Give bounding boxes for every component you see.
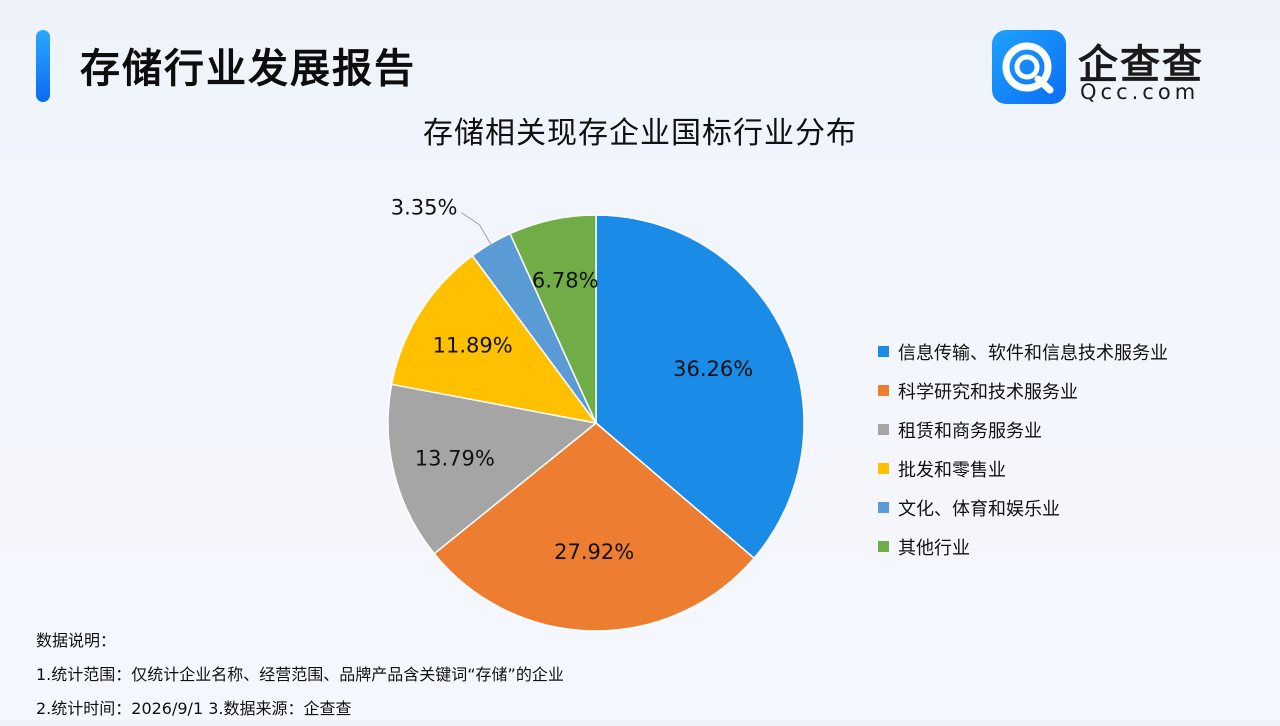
logo-text-en: Qcc.com xyxy=(1080,80,1200,104)
pie-slice-5 xyxy=(509,214,597,424)
legend-label-2: 租赁和商务服务业 xyxy=(898,420,1042,442)
legend-label-4: 文化、体育和娱乐业 xyxy=(898,498,1060,520)
legend-label-3: 批发和零售业 xyxy=(898,459,1006,481)
pie-slice-2 xyxy=(387,383,598,555)
slice-label-4: 3.35% xyxy=(391,196,458,220)
slice-label-0: 36.26% xyxy=(673,357,753,381)
slice-label-2: 13.79% xyxy=(415,446,495,470)
legend-swatch-2 xyxy=(878,424,889,435)
legend-swatch-5 xyxy=(878,541,889,552)
legend-label-5: 其他行业 xyxy=(898,537,970,559)
legend-swatch-3 xyxy=(878,463,889,474)
chart-legend: 信息传输、软件和信息技术服务业 科学研究和技术服务业 租赁和商务服务业 批发和零售业文… xyxy=(878,332,1168,566)
legend-item-0: 信息传输、软件和信息技术服务业 xyxy=(878,332,1168,371)
legend-item-4: 文化、体育和娱乐业 xyxy=(878,488,1168,527)
legend-label-1: 科学研究和技术服务业 xyxy=(898,381,1078,403)
legend-item-3: 批发和零售业 xyxy=(878,449,1168,488)
slice-label-3: 11.89% xyxy=(433,334,513,358)
notes-heading: 数据说明： xyxy=(36,631,117,650)
pie-slice-0 xyxy=(595,214,805,560)
legend-item-1: 科学研究和技术服务业 xyxy=(878,371,1168,410)
pie-slice-1 xyxy=(433,422,756,632)
notes-line-2: 2.统计时间：2026/9/1 3.数据来源：企查查 xyxy=(36,699,352,718)
qcc-logo: 企查查 Qcc.com xyxy=(992,30,1242,106)
notes-line-1: 1.统计范围：仅统计企业名称、经营范围、品牌产品含关键词“存储”的企业 xyxy=(36,665,564,684)
title-accent-bar xyxy=(36,30,50,102)
chart-title: 存储相关现存企业国标行业分布 xyxy=(423,116,857,151)
legend-swatch-0 xyxy=(878,346,889,357)
qcc-logo-icon xyxy=(992,30,1066,104)
legend-item-2: 租赁和商务服务业 xyxy=(878,410,1168,449)
legend-swatch-1 xyxy=(878,385,889,396)
data-notes: 数据说明： 1.统计范围：仅统计企业名称、经营范围、品牌产品含关键词“存储”的企… xyxy=(36,624,564,726)
report-title: 存储行业发展报告 xyxy=(80,46,416,92)
slice-label-1: 27.92% xyxy=(554,540,634,564)
leader-line-4 xyxy=(461,212,494,248)
legend-label-0: 信息传输、软件和信息技术服务业 xyxy=(898,342,1168,364)
legend-item-5: 其他行业 xyxy=(878,527,1168,566)
logo-text-cn: 企查查 xyxy=(1078,42,1204,88)
legend-swatch-4 xyxy=(878,502,889,513)
pie-slice-3 xyxy=(390,254,598,425)
slice-label-5: 6.78% xyxy=(532,269,599,293)
